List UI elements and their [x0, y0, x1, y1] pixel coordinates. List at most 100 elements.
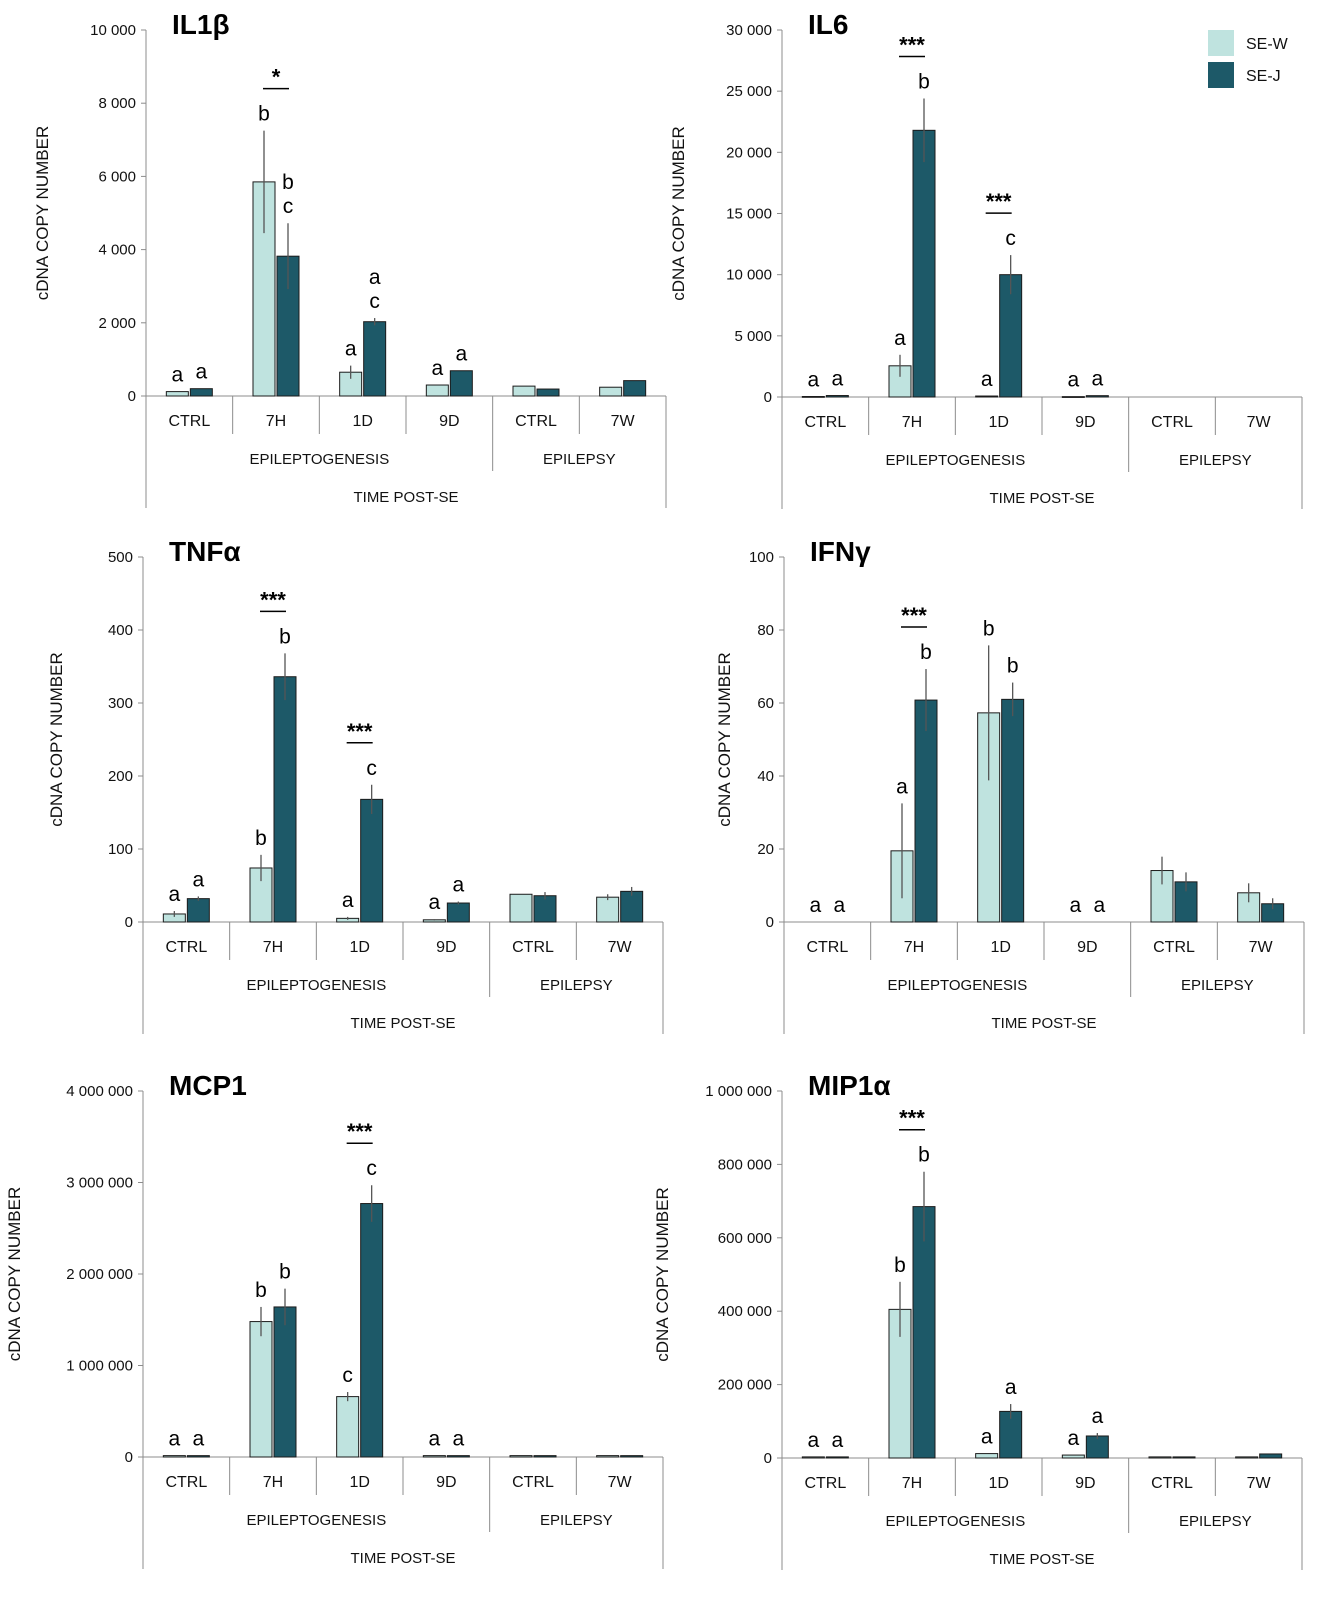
- bar-se-j: [189, 388, 213, 397]
- y-tick-label: 4 000 000: [66, 1083, 133, 1100]
- group-letter: a: [831, 1429, 843, 1452]
- x-group-label: EPILEPSY: [543, 451, 616, 468]
- group-letter: a: [345, 338, 357, 361]
- x-group-label: EPILEPTOGENESIS: [249, 451, 389, 468]
- significance-stars: ***: [986, 189, 1012, 214]
- group-letter: b: [918, 71, 930, 94]
- x-category-label: 7H: [263, 939, 283, 956]
- bar-se-w: [422, 1455, 446, 1458]
- y-tick-label: 8 000: [98, 95, 136, 112]
- group-letter: a: [369, 266, 381, 289]
- bar-se-j: [620, 890, 644, 923]
- x-category-label: 1D: [349, 939, 369, 956]
- x-category-label: CTRL: [165, 939, 207, 956]
- y-tick-label: 2 000: [98, 315, 136, 332]
- x-group-label: EPILEPTOGENESIS: [246, 977, 386, 994]
- y-tick-label: 30 000: [726, 22, 772, 39]
- group-letter: c: [342, 1364, 353, 1387]
- y-tick-label: 0: [125, 914, 133, 931]
- x-category-label: CTRL: [806, 939, 848, 956]
- y-tick-label: 3 000 000: [66, 1175, 133, 1192]
- x-category-label: 9D: [1075, 414, 1095, 431]
- y-tick-label: 20 000: [726, 144, 772, 161]
- bar-se-w: [425, 384, 449, 397]
- x-group-label: EPILEPTOGENESIS: [246, 1512, 386, 1529]
- bar-se-j: [1085, 395, 1109, 398]
- group-letter: b: [1007, 655, 1019, 678]
- panel-ifng: 0 20 40 60 80 100 cDNA COPY NUMBER CTRL 7H 1D 9D CT…: [715, 536, 1305, 1034]
- bar-se-w: [801, 396, 825, 398]
- y-tick-label: 0: [766, 914, 774, 931]
- x-group-label: EPILEPTOGENESIS: [885, 452, 1025, 469]
- x-group-label: EPILEPSY: [1179, 1513, 1252, 1530]
- x-group-label: EPILEPSY: [1181, 977, 1254, 994]
- group-letter: a: [171, 364, 183, 387]
- group-letter: a: [455, 343, 467, 366]
- bar-se-j: [360, 1203, 384, 1458]
- bar-se-w: [336, 1396, 360, 1458]
- legend-label: SE-J: [1246, 68, 1281, 85]
- y-tick-label: 800 000: [718, 1156, 772, 1173]
- group-letter: b: [279, 1261, 291, 1284]
- y-axis-title: cDNA COPY NUMBER: [5, 1187, 24, 1361]
- y-tick-label: 600 000: [718, 1230, 772, 1247]
- y-tick-label: 200: [108, 768, 133, 785]
- x-category-label: CTRL: [804, 1475, 846, 1492]
- bar-se-j: [533, 1455, 557, 1458]
- bar-se-j: [1172, 1456, 1196, 1459]
- group-letter: a: [1093, 894, 1105, 917]
- bar-se-w: [509, 893, 533, 923]
- group-letter: a: [168, 883, 180, 906]
- x-category-label: 7H: [902, 1475, 922, 1492]
- x-category-label: 7W: [1247, 1475, 1272, 1492]
- bar-se-w: [975, 1453, 999, 1459]
- group-letter: b: [282, 171, 294, 194]
- bar-se-j: [449, 370, 473, 397]
- bar-se-w: [249, 1321, 273, 1458]
- bar-se-j: [1259, 1453, 1283, 1459]
- x-category-label: CTRL: [512, 1474, 554, 1491]
- y-tick-label: 2 000 000: [66, 1266, 133, 1283]
- group-letter: a: [833, 894, 845, 917]
- group-letter: b: [983, 617, 995, 640]
- x-category-label: 9D: [436, 1474, 456, 1491]
- panel-mip1a: 0 200 000 400 000 600 000 800 000 1 000 000 cD…: [653, 1070, 1303, 1570]
- group-letter: a: [1067, 369, 1079, 392]
- x-group-label: EPILEPSY: [540, 977, 613, 994]
- bar-se-j: [186, 1455, 210, 1458]
- x-category-label: 9D: [436, 939, 456, 956]
- y-tick-label: 200 000: [718, 1377, 772, 1394]
- group-letter: c: [366, 757, 377, 780]
- y-tick-label: 400: [108, 622, 133, 639]
- significance-stars: ***: [347, 1119, 373, 1144]
- x-category-label: 1D: [352, 413, 372, 430]
- group-letter: a: [981, 1426, 993, 1449]
- bar-se-w: [509, 1455, 533, 1458]
- x-category-label: 9D: [1075, 1475, 1095, 1492]
- group-letter: a: [809, 894, 821, 917]
- panel-il1b: 0 2 000 4 000 6 000 8 000 10 000 cDNA COPY NUM…: [33, 9, 667, 508]
- group-letter: c: [369, 290, 380, 313]
- panel-mcp1: 0 1 000 000 2 000 000 3 000 000 4 000 000 cDN…: [5, 1070, 664, 1569]
- group-letter: b: [255, 1279, 267, 1302]
- x-axis-title: TIME POST-SE: [989, 1551, 1094, 1568]
- y-axis-title: cDNA COPY NUMBER: [47, 652, 66, 826]
- panel-title: IFNγ: [810, 536, 871, 567]
- y-tick-label: 20: [757, 841, 774, 858]
- x-category-label: CTRL: [165, 1474, 207, 1491]
- y-tick-label: 1 000 000: [66, 1358, 133, 1375]
- panel-title: IL1β: [172, 9, 230, 40]
- x-category-label: 9D: [1077, 939, 1097, 956]
- x-category-label: 1D: [349, 1474, 369, 1491]
- y-axis-title: cDNA COPY NUMBER: [33, 126, 52, 300]
- y-tick-label: 100: [108, 841, 133, 858]
- y-tick-label: 15 000: [726, 206, 772, 223]
- bar-se-j: [273, 1306, 297, 1458]
- x-group-label: EPILEPSY: [1179, 452, 1252, 469]
- significance-stars: ***: [899, 33, 925, 58]
- y-tick-label: 25 000: [726, 83, 772, 100]
- panel-title: IL6: [808, 9, 848, 40]
- x-category-label: 7H: [904, 939, 924, 956]
- group-letter: b: [920, 641, 932, 664]
